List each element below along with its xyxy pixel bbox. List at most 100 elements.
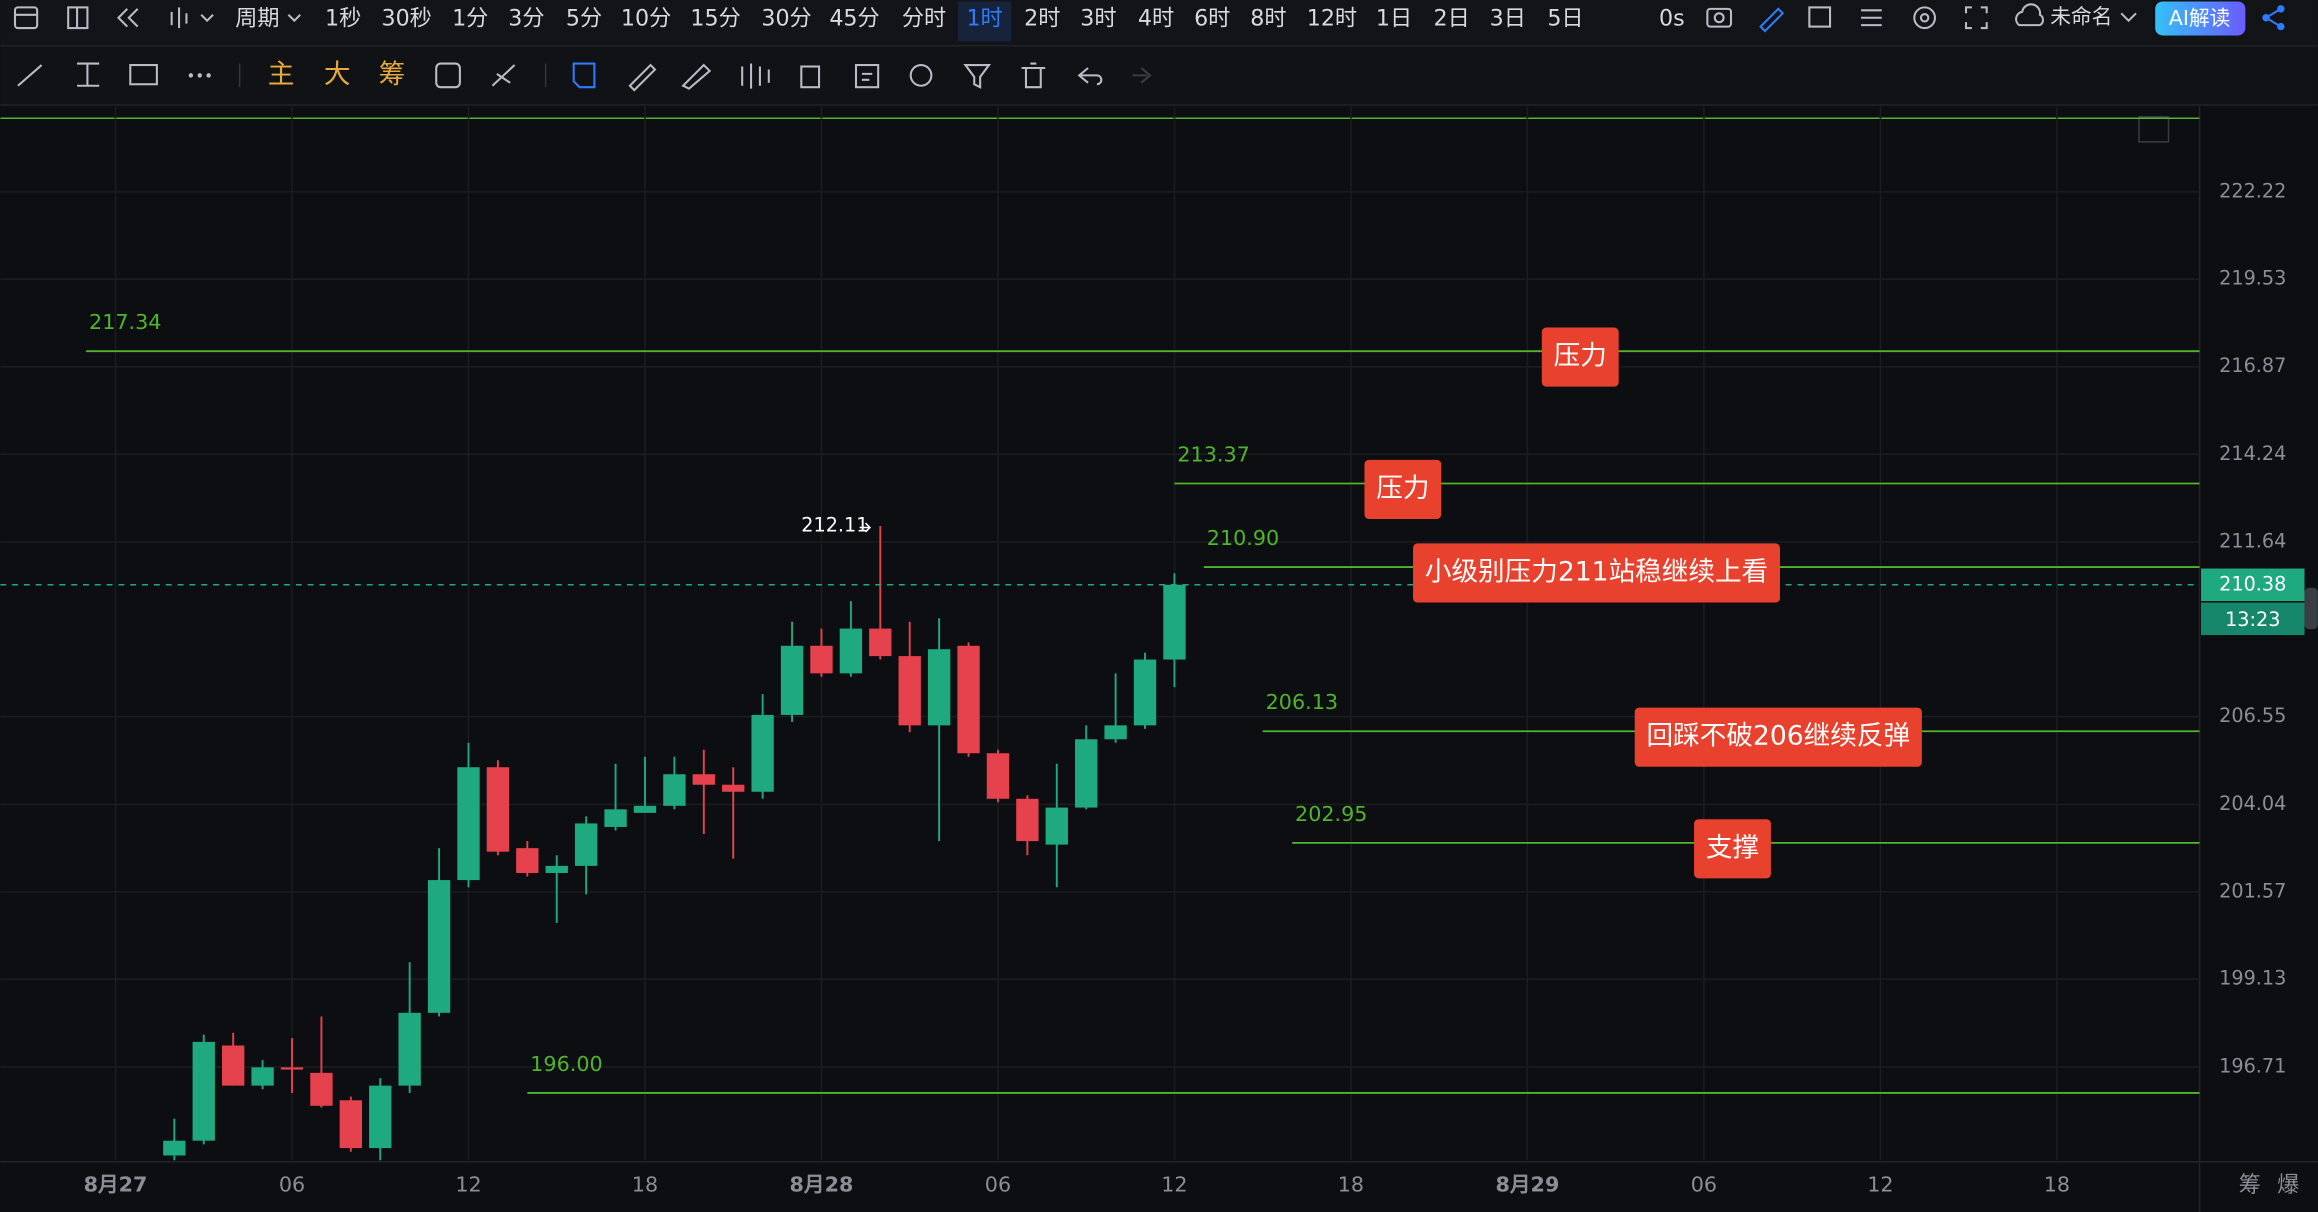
candle-body bbox=[545, 865, 568, 873]
ai-button[interactable]: AI解读 bbox=[2169, 6, 2231, 30]
annotation-box bbox=[1364, 459, 1442, 519]
y-tick-label: 206.55 bbox=[2219, 704, 2286, 727]
y-tick-label: 214.24 bbox=[2219, 442, 2286, 465]
period[interactable]: 1分 bbox=[452, 6, 488, 32]
indicator-button[interactable]: 主 bbox=[268, 59, 295, 90]
indicator-button[interactable]: 筹 bbox=[379, 59, 406, 90]
drawing-icons[interactable] bbox=[17, 62, 2170, 143]
x-tick-label: 8月28 bbox=[790, 1172, 854, 1196]
candle-body bbox=[1045, 807, 1068, 845]
countdown-box bbox=[2201, 602, 2305, 636]
period[interactable]: 分时 bbox=[902, 6, 946, 32]
drawing-toolbar bbox=[0, 45, 2318, 105]
period[interactable]: 6时 bbox=[1194, 6, 1230, 32]
annotation-text: 压力 bbox=[1554, 341, 1607, 372]
period[interactable]: 30分 bbox=[761, 6, 811, 32]
x-tick-label: 12 bbox=[1161, 1172, 1187, 1196]
period[interactable]: 45分 bbox=[829, 6, 879, 32]
period[interactable]: 3分 bbox=[508, 6, 544, 32]
candle-body bbox=[221, 1045, 245, 1086]
period[interactable]: 1秒 bbox=[325, 6, 361, 32]
x-tick-label: 06 bbox=[985, 1172, 1011, 1196]
candle-body bbox=[810, 645, 833, 674]
period[interactable]: 30秒 bbox=[381, 6, 431, 32]
annotation-box bbox=[1413, 543, 1780, 603]
scroll-handle[interactable] bbox=[2304, 587, 2318, 630]
candle-body bbox=[1133, 659, 1157, 726]
candle-body bbox=[369, 1085, 392, 1149]
period[interactable]: 2日 bbox=[1434, 6, 1470, 32]
candle-body bbox=[869, 628, 892, 657]
x-tick-label: 06 bbox=[279, 1172, 305, 1196]
candle-body bbox=[251, 1067, 274, 1086]
candle-body bbox=[457, 767, 480, 881]
y-tick-label: 201.57 bbox=[2219, 879, 2286, 902]
x-tick-label: 18 bbox=[632, 1172, 658, 1196]
annotation-text: 回踩不破206继续反弹 bbox=[1647, 721, 1911, 752]
timer: 0s bbox=[1659, 6, 1685, 32]
candle-body bbox=[633, 805, 657, 813]
period[interactable]: 15分 bbox=[690, 6, 740, 32]
candle-body bbox=[339, 1100, 363, 1149]
y-tick-label: 222.22 bbox=[2219, 179, 2286, 202]
level-label: 196.00 bbox=[530, 1052, 602, 1076]
candle-body bbox=[192, 1041, 215, 1141]
candle-body bbox=[1075, 739, 1098, 808]
candle-body bbox=[280, 1067, 304, 1070]
candle-body bbox=[574, 823, 598, 866]
candle-body bbox=[663, 774, 686, 806]
y-tick-label: 219.53 bbox=[2219, 267, 2286, 290]
period[interactable]: 2时 bbox=[1024, 6, 1060, 32]
x-tick-label: 06 bbox=[1691, 1172, 1717, 1196]
period[interactable]: 8时 bbox=[1250, 6, 1286, 32]
annotation-text: 压力 bbox=[1376, 473, 1429, 504]
x-tick-label: 8月27 bbox=[84, 1172, 148, 1196]
period-active[interactable]: 1时 bbox=[966, 6, 1002, 32]
annotation-box bbox=[1694, 819, 1771, 879]
candle-body bbox=[163, 1140, 186, 1156]
candle-body bbox=[516, 848, 539, 873]
period[interactable]: 1日 bbox=[1376, 6, 1412, 32]
period[interactable]: 12时 bbox=[1307, 6, 1357, 32]
candle-body bbox=[1163, 584, 1186, 660]
x-tick-label: 12 bbox=[455, 1172, 481, 1196]
candle-body bbox=[751, 714, 774, 792]
period[interactable]: 3时 bbox=[1080, 6, 1116, 32]
period[interactable]: 3日 bbox=[1490, 6, 1526, 32]
candle-body bbox=[486, 767, 510, 852]
candle-body bbox=[427, 880, 451, 1013]
y-tick-label: 204.04 bbox=[2219, 792, 2286, 815]
annotation-text: 支撑 bbox=[1706, 832, 1759, 863]
side-tab[interactable]: 筹 bbox=[2239, 1172, 2261, 1198]
candle-body bbox=[898, 656, 921, 726]
period[interactable]: 5分 bbox=[566, 6, 602, 32]
period[interactable]: 5日 bbox=[1547, 6, 1583, 32]
candle-body bbox=[986, 753, 1010, 799]
period-menu[interactable]: 周期 bbox=[235, 6, 279, 32]
y-tick-label: 216.87 bbox=[2219, 354, 2286, 377]
candle-body bbox=[927, 649, 951, 726]
level-label: 217.34 bbox=[89, 310, 161, 334]
candle-body bbox=[780, 645, 804, 715]
last-price-box bbox=[2201, 568, 2305, 602]
top-icons[interactable] bbox=[13, 1, 2285, 36]
y-tick-label: 199.13 bbox=[2219, 967, 2286, 990]
dropdown-caret bbox=[287, 14, 301, 23]
countdown: 13:23 bbox=[2225, 608, 2280, 631]
x-tick-label: 12 bbox=[1867, 1172, 1893, 1196]
indicator-button[interactable]: 大 bbox=[324, 59, 351, 90]
period[interactable]: 10分 bbox=[621, 6, 671, 32]
active-period-bg bbox=[957, 1, 1012, 42]
period[interactable]: 4时 bbox=[1138, 6, 1174, 32]
candle-body bbox=[310, 1072, 333, 1106]
candle-body bbox=[1016, 798, 1039, 842]
candle-body bbox=[692, 774, 715, 785]
layout-name[interactable]: 未命名 bbox=[2050, 5, 2112, 29]
side-tab[interactable]: 爆 bbox=[2277, 1172, 2299, 1198]
candle-body bbox=[722, 784, 745, 792]
level-label: 206.13 bbox=[1266, 690, 1338, 714]
candle-body bbox=[604, 809, 627, 827]
